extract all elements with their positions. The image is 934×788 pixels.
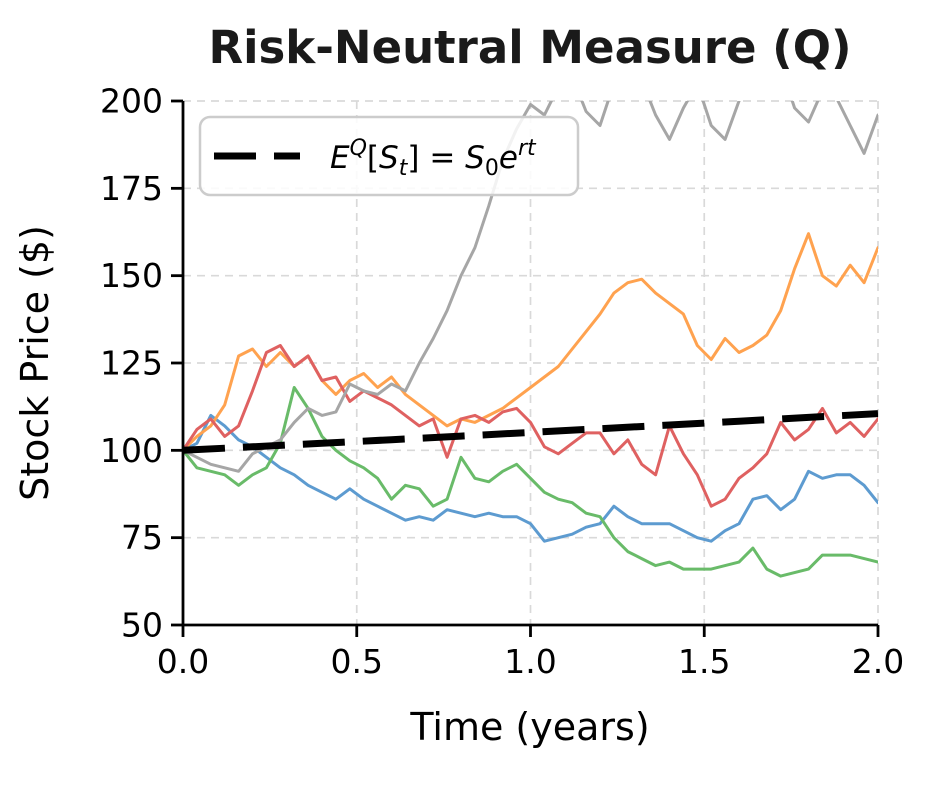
x-tick-label: 1.5 bbox=[678, 642, 730, 681]
y-axis-label: Stock Price ($) bbox=[13, 225, 57, 501]
series-layer bbox=[183, 101, 878, 578]
y-tick-label: 150 bbox=[100, 256, 163, 295]
y-tick-label: 125 bbox=[100, 344, 163, 383]
simulated-path-red-line bbox=[183, 344, 878, 508]
y-tick-label: 75 bbox=[121, 518, 163, 557]
y-tick-label: 200 bbox=[100, 82, 163, 121]
x-tick-label: 2.0 bbox=[852, 642, 904, 681]
x-axis-label: Time (years) bbox=[409, 705, 649, 749]
simulated-path-gray-line bbox=[183, 101, 878, 473]
chart-title: Risk-Neutral Measure (Q) bbox=[208, 21, 851, 74]
y-tick-label: 50 bbox=[121, 606, 163, 645]
tick-layer: 50 75 100 125 150 175 200 0.0 0.5 1.0 1.5 2.0 bbox=[100, 82, 904, 682]
y-tick-label: 100 bbox=[100, 431, 163, 470]
simulated-path-blue-line bbox=[183, 413, 878, 543]
y-tick-label: 175 bbox=[100, 169, 163, 208]
legend-label: EQ[St] = S0ert bbox=[330, 136, 537, 181]
legend-box bbox=[198, 115, 580, 197]
simulated-path-green-line bbox=[183, 386, 878, 578]
legend: EQ[St] = S0ert bbox=[198, 115, 580, 197]
risk-neutral-expectation-line bbox=[183, 410, 878, 454]
x-tick-label: 0.5 bbox=[331, 642, 383, 681]
x-tick-label: 1.0 bbox=[504, 642, 556, 681]
x-tick-label: 0.0 bbox=[157, 642, 209, 681]
